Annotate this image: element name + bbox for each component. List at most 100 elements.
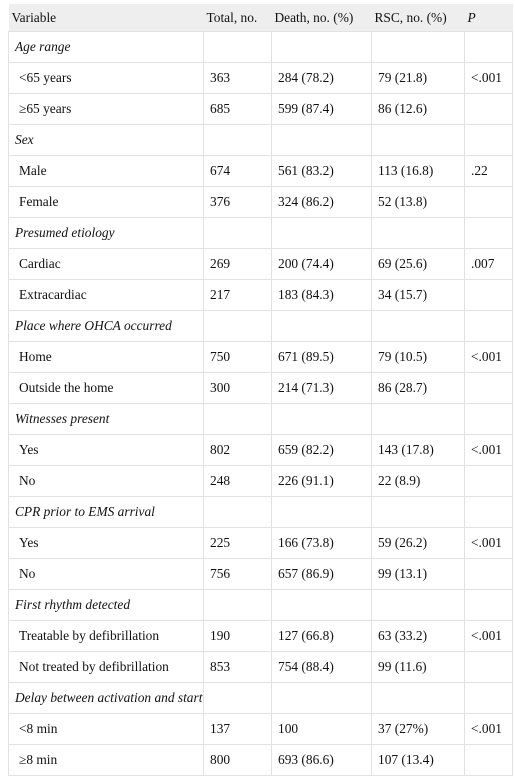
table-body: Age range <65 years 363 284 (78.2) 79 (21.8)… bbox=[8, 31, 513, 776]
cell-total: 363 bbox=[203, 62, 272, 94]
empty-cell bbox=[371, 31, 465, 63]
cell-death: 284 (78.2) bbox=[271, 62, 372, 94]
cell-rsc: 79 (21.8) bbox=[371, 62, 465, 94]
table-row: Home 750 671 (89.5) 79 (10.5) <.001 bbox=[8, 341, 513, 373]
cell-death: 599 (87.4) bbox=[271, 93, 372, 125]
table-row: <8 min 137 100 37 (27%) <.001 bbox=[8, 713, 513, 745]
cell-p: <.001 bbox=[464, 713, 513, 745]
row-label: Female bbox=[8, 186, 204, 218]
cell-total: 685 bbox=[203, 93, 272, 125]
cell-death: 657 (86.9) bbox=[271, 558, 372, 590]
empty-cell bbox=[203, 403, 272, 435]
empty-cell bbox=[203, 124, 272, 156]
section-row: Presumed etiology bbox=[8, 217, 513, 249]
cell-p bbox=[464, 744, 513, 776]
empty-cell bbox=[464, 124, 513, 156]
row-label: Outside the home bbox=[8, 372, 204, 404]
section-title: Sex bbox=[8, 124, 204, 156]
empty-cell bbox=[371, 682, 465, 714]
cell-death: 127 (66.8) bbox=[271, 620, 372, 652]
cell-total: 853 bbox=[203, 651, 272, 683]
row-label: Treatable by defibrillation bbox=[8, 620, 204, 652]
cell-total: 225 bbox=[203, 527, 272, 559]
empty-cell bbox=[271, 124, 372, 156]
cell-death: 166 (73.8) bbox=[271, 527, 372, 559]
row-label: No bbox=[8, 558, 204, 590]
section-title: Age range bbox=[8, 31, 204, 63]
empty-cell bbox=[271, 589, 372, 621]
table-row: No 756 657 (86.9) 99 (13.1) bbox=[8, 558, 513, 590]
section-title: Place where OHCA occurred bbox=[8, 310, 204, 342]
cell-rsc: 107 (13.4) bbox=[371, 744, 465, 776]
empty-cell bbox=[271, 310, 372, 342]
cell-total: 300 bbox=[203, 372, 272, 404]
cell-rsc: 79 (10.5) bbox=[371, 341, 465, 373]
cell-rsc: 59 (26.2) bbox=[371, 527, 465, 559]
cell-death: 659 (82.2) bbox=[271, 434, 372, 466]
cell-rsc: 69 (25.6) bbox=[371, 248, 465, 280]
cell-total: 802 bbox=[203, 434, 272, 466]
section-title: Delay between activation and start of li… bbox=[8, 682, 204, 714]
table-row: Yes 225 166 (73.8) 59 (26.2) <.001 bbox=[8, 527, 513, 559]
cell-total: 217 bbox=[203, 279, 272, 311]
table-row: No 248 226 (91.1) 22 (8.9) bbox=[8, 465, 513, 497]
row-label: ≥65 years bbox=[8, 93, 204, 125]
cell-rsc: 86 (12.6) bbox=[371, 93, 465, 125]
cell-rsc: 113 (16.8) bbox=[371, 155, 465, 187]
cell-total: 269 bbox=[203, 248, 272, 280]
header-rsc: RSC, no. (%) bbox=[371, 4, 465, 32]
cell-total: 248 bbox=[203, 465, 272, 497]
cell-death: 214 (71.3) bbox=[271, 372, 372, 404]
cell-death: 183 (84.3) bbox=[271, 279, 372, 311]
row-label: Extracardiac bbox=[8, 279, 204, 311]
empty-cell bbox=[203, 310, 272, 342]
empty-cell bbox=[271, 31, 372, 63]
table-row: Male 674 561 (83.2) 113 (16.8) .22 bbox=[8, 155, 513, 187]
cell-p bbox=[464, 558, 513, 590]
row-label: Not treated by defibrillation bbox=[8, 651, 204, 683]
header-total: Total, no. bbox=[203, 4, 272, 32]
cell-total: 750 bbox=[203, 341, 272, 373]
empty-cell bbox=[371, 217, 465, 249]
empty-cell bbox=[203, 31, 272, 63]
row-label: Yes bbox=[8, 527, 204, 559]
empty-cell bbox=[464, 310, 513, 342]
row-label: Male bbox=[8, 155, 204, 187]
row-label: Cardiac bbox=[8, 248, 204, 280]
empty-cell bbox=[464, 217, 513, 249]
outcomes-table: Variable Total, no. Death, no. (%) RSC, … bbox=[8, 4, 513, 776]
section-title: CPR prior to EMS arrival bbox=[8, 496, 204, 528]
table-row: Treatable by defibrillation 190 127 (66.8)… bbox=[8, 620, 513, 652]
empty-cell bbox=[371, 589, 465, 621]
empty-cell bbox=[371, 124, 465, 156]
cell-death: 693 (86.6) bbox=[271, 744, 372, 776]
section-row: Age range bbox=[8, 31, 513, 63]
empty-cell bbox=[203, 496, 272, 528]
empty-cell bbox=[203, 589, 272, 621]
cell-total: 674 bbox=[203, 155, 272, 187]
header-death: Death, no. (%) bbox=[271, 4, 372, 32]
table-row: Cardiac 269 200 (74.4) 69 (25.6) .007 bbox=[8, 248, 513, 280]
cell-death: 200 (74.4) bbox=[271, 248, 372, 280]
empty-cell bbox=[464, 589, 513, 621]
row-label: Yes bbox=[8, 434, 204, 466]
empty-cell bbox=[271, 682, 372, 714]
empty-cell bbox=[464, 403, 513, 435]
cell-death: 226 (91.1) bbox=[271, 465, 372, 497]
cell-rsc: 52 (13.8) bbox=[371, 186, 465, 218]
cell-p: <.001 bbox=[464, 620, 513, 652]
cell-total: 190 bbox=[203, 620, 272, 652]
cell-death: 754 (88.4) bbox=[271, 651, 372, 683]
row-label: Home bbox=[8, 341, 204, 373]
table-row: Extracardiac 217 183 (84.3) 34 (15.7) bbox=[8, 279, 513, 311]
section-row: Witnesses present bbox=[8, 403, 513, 435]
row-label: ≥8 min bbox=[8, 744, 204, 776]
cell-p bbox=[464, 651, 513, 683]
header-row: Variable Total, no. Death, no. (%) RSC, … bbox=[8, 4, 513, 32]
cell-death: 324 (86.2) bbox=[271, 186, 372, 218]
cell-total: 376 bbox=[203, 186, 272, 218]
empty-cell bbox=[371, 403, 465, 435]
cell-rsc: 63 (33.2) bbox=[371, 620, 465, 652]
cell-rsc: 99 (11.6) bbox=[371, 651, 465, 683]
